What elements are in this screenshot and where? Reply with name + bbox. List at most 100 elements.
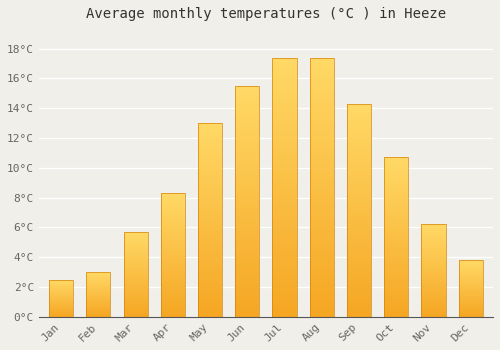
Bar	[347, 234, 371, 236]
Bar	[160, 314, 185, 316]
Bar	[272, 130, 296, 133]
Bar	[422, 293, 446, 294]
Bar	[198, 152, 222, 154]
Bar	[384, 279, 408, 280]
Bar	[160, 277, 185, 279]
Bar	[347, 178, 371, 181]
Bar	[272, 213, 296, 216]
Bar	[235, 114, 260, 116]
Bar	[49, 300, 73, 301]
Bar	[310, 280, 334, 283]
Bar	[272, 84, 296, 86]
Bar	[160, 233, 185, 234]
Bar	[384, 250, 408, 251]
Bar	[49, 280, 73, 317]
Bar	[384, 277, 408, 279]
Bar	[124, 298, 148, 299]
Bar	[124, 288, 148, 289]
Bar	[272, 164, 296, 167]
Bar	[347, 238, 371, 240]
Bar	[160, 197, 185, 198]
Bar	[272, 205, 296, 208]
Bar	[160, 262, 185, 264]
Bar	[160, 312, 185, 313]
Bar	[458, 275, 483, 276]
Bar	[49, 291, 73, 292]
Bar	[235, 234, 260, 236]
Bar	[272, 283, 296, 286]
Bar	[458, 294, 483, 295]
Bar	[198, 307, 222, 309]
Bar	[235, 134, 260, 137]
Bar	[49, 282, 73, 283]
Bar	[384, 282, 408, 284]
Bar	[272, 99, 296, 102]
Bar	[160, 301, 185, 302]
Bar	[160, 228, 185, 229]
Bar	[86, 272, 110, 273]
Bar	[384, 231, 408, 232]
Bar	[235, 127, 260, 130]
Bar	[235, 271, 260, 273]
Bar	[272, 286, 296, 288]
Bar	[160, 235, 185, 237]
Bar	[160, 292, 185, 293]
Bar	[458, 298, 483, 299]
Bar	[347, 313, 371, 315]
Bar	[347, 159, 371, 161]
Bar	[235, 104, 260, 107]
Bar	[347, 193, 371, 195]
Bar	[310, 239, 334, 241]
Bar	[235, 227, 260, 229]
Bar	[310, 68, 334, 71]
Bar	[124, 279, 148, 280]
Bar	[384, 312, 408, 314]
Bar	[347, 144, 371, 146]
Bar	[86, 308, 110, 309]
Bar	[384, 201, 408, 202]
Bar	[384, 162, 408, 164]
Bar	[160, 198, 185, 200]
Bar	[384, 178, 408, 180]
Bar	[124, 296, 148, 297]
Bar	[49, 290, 73, 291]
Bar	[198, 185, 222, 187]
Bar	[198, 204, 222, 206]
Bar	[310, 237, 334, 239]
Bar	[422, 308, 446, 309]
Bar	[124, 287, 148, 288]
Bar	[198, 268, 222, 270]
Bar	[458, 301, 483, 302]
Bar	[422, 296, 446, 298]
Bar	[160, 251, 185, 252]
Bar	[160, 231, 185, 233]
Bar	[124, 258, 148, 259]
Bar	[347, 276, 371, 279]
Bar	[347, 279, 371, 281]
Bar	[272, 244, 296, 247]
Bar	[198, 216, 222, 218]
Bar	[310, 143, 334, 146]
Bar	[124, 266, 148, 267]
Bar	[160, 265, 185, 266]
Bar	[235, 259, 260, 261]
Bar	[347, 191, 371, 193]
Bar	[160, 215, 185, 217]
Bar	[86, 296, 110, 297]
Bar	[235, 150, 260, 153]
Bar	[86, 294, 110, 295]
Bar	[124, 257, 148, 258]
Bar	[272, 314, 296, 317]
Bar	[384, 215, 408, 216]
Bar	[235, 261, 260, 264]
Bar	[86, 276, 110, 277]
Bar	[198, 272, 222, 274]
Bar	[384, 267, 408, 269]
Bar	[86, 282, 110, 283]
Bar	[458, 292, 483, 293]
Bar	[124, 245, 148, 246]
Bar	[160, 193, 185, 194]
Bar	[86, 285, 110, 286]
Bar	[310, 254, 334, 257]
Bar	[384, 287, 408, 288]
